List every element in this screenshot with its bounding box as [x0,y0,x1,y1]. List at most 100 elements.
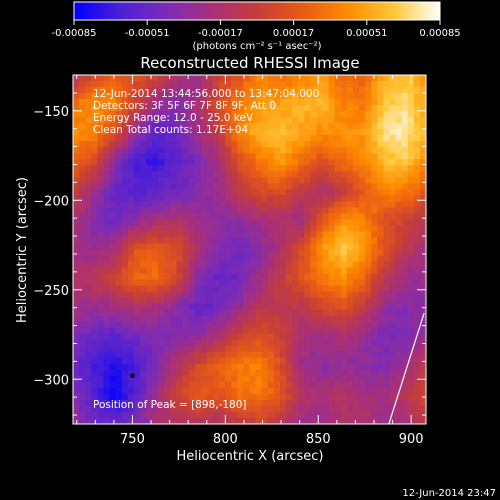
heatmap-cell [194,375,202,383]
heatmap-cell [158,297,165,305]
heatmap-cell [292,147,299,154]
heatmap-cell [298,363,305,371]
heatmap-cell [267,321,275,329]
heatmap-cell [200,321,208,329]
heatmap-cell [146,273,153,281]
heatmap-cell [133,339,141,347]
heatmap-cell [413,405,421,413]
heatmap-cell [383,297,391,305]
heatmap-cell [176,99,184,106]
heatmap-cell [182,207,190,214]
heatmap-cell [152,177,159,184]
heatmap-cell [158,261,165,269]
heatmap-cell [346,207,354,214]
heatmap-cell [91,171,98,178]
heatmap-cell [200,153,208,160]
heatmap-cell [279,75,287,82]
heatmap-cell [273,141,281,148]
heatmap-cell [334,327,342,335]
heatmap-cell [419,363,426,371]
heatmap-cell [212,411,220,419]
heatmap-cell [109,183,117,190]
heatmap-cell [212,141,220,148]
heatmap-cell [109,141,117,148]
heatmap-cell [231,81,238,88]
heatmap-cell [383,153,391,160]
heatmap-cell [359,387,366,395]
heatmap-cell [133,315,141,323]
heatmap-cell [413,105,421,112]
heatmap-cell [407,273,415,281]
heatmap-cell [133,141,141,148]
heatmap-cell [359,237,366,245]
heatmap-cell [170,357,178,365]
heatmap-cell [139,411,147,419]
heatmap-cell [212,255,220,263]
heatmap-cell [170,111,178,118]
heatmap-cell [133,213,141,221]
heatmap-cell [334,213,342,221]
heatmap-cell [371,135,378,142]
heatmap-cell [237,117,245,124]
heatmap-cell [146,267,153,275]
heatmap-cell [188,243,196,251]
heatmap-cell [85,339,92,347]
heatmap-cell [79,249,86,257]
heatmap-cell [395,345,403,353]
heatmap-cell [121,237,129,245]
heatmap-cell [206,363,214,371]
heatmap-cell [371,207,378,214]
heatmap-cell [383,309,391,317]
heatmap-cell [121,411,129,419]
heatmap-cell [97,315,105,323]
heatmap-cell [286,111,293,118]
heatmap-cell [352,351,360,359]
heatmap-cell [419,171,426,178]
heatmap-cell [304,81,311,88]
heatmap-cell [97,105,105,112]
heatmap-cell [267,81,275,88]
heatmap-cell [316,75,324,82]
heatmap-cell [188,249,196,257]
heatmap-cell [365,237,372,245]
heatmap-cell [139,345,147,353]
heatmap-cell [377,147,384,154]
heatmap-cell [352,117,360,124]
heatmap-cell [249,159,257,166]
heatmap-cell [322,189,330,196]
heatmap-cell [352,135,360,142]
heatmap-cell [121,201,129,208]
heatmap-cell [194,165,202,172]
heatmap-cell [249,201,257,208]
heatmap-cell [419,267,426,275]
heatmap-cell [243,219,251,227]
heatmap-cell [261,387,269,395]
heatmap-cell [310,303,318,311]
heatmap-cell [273,195,281,202]
heatmap-cell [170,291,178,299]
heatmap-cell [273,261,281,269]
heatmap-cell [115,195,123,202]
heatmap-cell [286,237,293,245]
heatmap-cell [249,141,257,148]
heatmap-cell [206,393,214,401]
heatmap-cell [225,159,232,166]
heatmap-cell [401,393,409,401]
heatmap-cell [103,273,111,281]
heatmap-cell [359,141,366,148]
heatmap-cell [413,351,421,359]
heatmap-cell [109,219,117,227]
heatmap-cell [286,177,293,184]
heatmap-cell [346,261,354,269]
heatmap-cell [170,159,178,166]
heatmap-cell [316,177,324,184]
heatmap-cell [121,309,129,317]
heatmap-cell [79,411,86,419]
heatmap-cell [298,345,305,353]
heatmap-cell [182,339,190,347]
heatmap-cell [292,273,299,281]
heatmap-cell [334,417,342,424]
heatmap-cell [79,183,86,190]
heatmap-cell [79,357,86,365]
heatmap-cell [273,75,281,82]
